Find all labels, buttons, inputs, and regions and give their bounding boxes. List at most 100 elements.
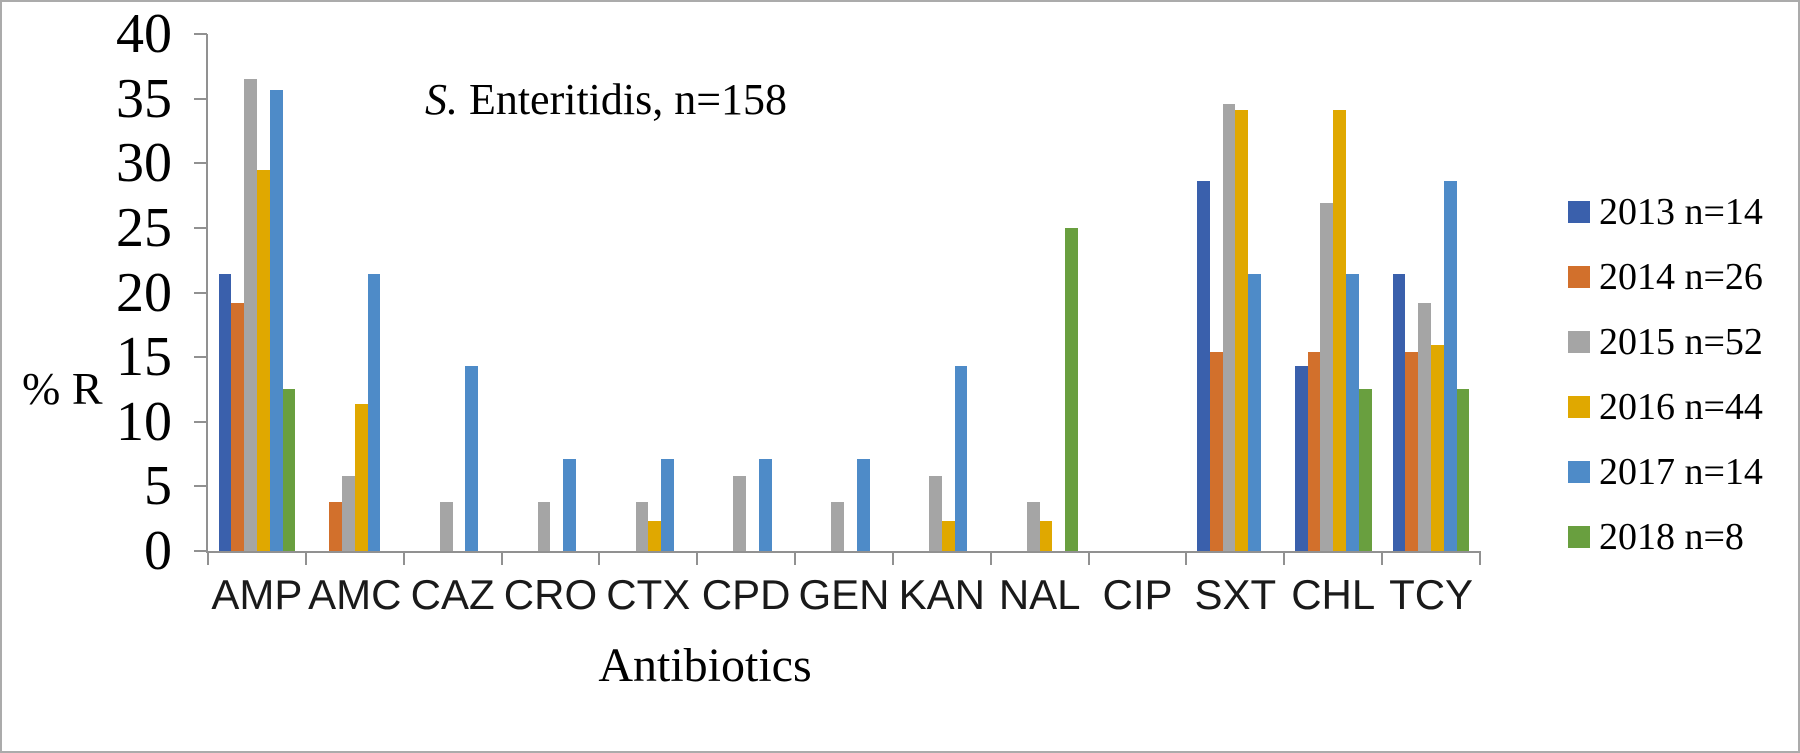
bar (1307, 351, 1321, 551)
x-category-label: CAZ (410, 571, 495, 618)
y-tick (194, 162, 207, 165)
bar (244, 79, 257, 551)
bar (256, 169, 270, 551)
legend-swatch (1568, 461, 1590, 483)
x-tick (304, 551, 307, 565)
bar (954, 366, 968, 551)
x-category-label: AMP (211, 571, 303, 618)
bar (661, 459, 674, 551)
bar (218, 274, 232, 551)
y-axis-line (206, 34, 208, 553)
bar (635, 501, 649, 551)
x-tick (891, 551, 894, 565)
x-tick (1283, 551, 1286, 565)
bar (1431, 345, 1444, 551)
bar (1320, 203, 1334, 551)
y-tick-label: 25 (116, 196, 172, 259)
bar (1235, 110, 1249, 551)
x-tick (794, 551, 797, 565)
bar (831, 501, 844, 551)
x-tick (402, 551, 405, 565)
x-category-label: SXT (1194, 571, 1277, 618)
bar (282, 389, 296, 551)
bar (1039, 521, 1053, 551)
y-tick (194, 356, 207, 359)
x-tick (1381, 551, 1384, 565)
legend-label: 2015 n=52 (1599, 321, 1763, 363)
chart-title-italic-part: S. (424, 75, 458, 124)
bar (367, 274, 381, 551)
x-tick (1479, 551, 1481, 565)
x-tick (598, 551, 601, 565)
bar (1346, 274, 1359, 551)
bar (354, 403, 368, 551)
bar (1026, 501, 1040, 551)
bar (1209, 351, 1223, 551)
x-tick (1087, 551, 1090, 565)
x-category-label: CIP (1102, 571, 1173, 618)
legend-label: 2013 n=14 (1599, 191, 1763, 233)
legend-label: 2014 n=26 (1599, 256, 1763, 298)
bar (758, 459, 772, 551)
bar (439, 501, 453, 551)
bar (1222, 103, 1236, 551)
legend-label: 2016 n=44 (1599, 386, 1763, 428)
y-tick-label: 5 (144, 455, 172, 518)
y-tick-label: 20 (116, 261, 172, 324)
x-tick (696, 551, 699, 565)
y-tick (194, 485, 207, 488)
y-tick-label: 0 (144, 520, 172, 582)
bar (1456, 389, 1470, 551)
bar (1248, 274, 1261, 551)
y-tick (194, 291, 207, 294)
bar (648, 521, 662, 551)
legend-swatch (1568, 526, 1590, 548)
chart-title-part: Enteritidis, n=158 (457, 75, 788, 124)
bar (1333, 110, 1347, 551)
bar (733, 476, 747, 551)
legend-item: 2015 n=52 (1568, 322, 1763, 362)
x-category-label: TCY (1389, 571, 1474, 618)
legend-swatch (1568, 266, 1590, 288)
x-tick (207, 551, 209, 565)
x-axis-line (206, 551, 1481, 553)
x-category-label: CTX (606, 571, 691, 618)
y-tick (194, 550, 207, 552)
bar (1065, 227, 1079, 551)
legend-swatch (1568, 396, 1590, 418)
bar (329, 501, 342, 551)
bar (1294, 366, 1308, 551)
bar (941, 521, 955, 551)
y-tick (194, 420, 207, 423)
bar (856, 459, 870, 551)
legend-label: 2018 n=8 (1599, 516, 1744, 558)
bar (537, 501, 551, 551)
bar (341, 476, 355, 551)
bar (1405, 351, 1419, 551)
legend-item: 2018 n=8 (1568, 517, 1763, 557)
chart-title: S. Enteritidis, n=158 (356, 74, 856, 125)
y-axis-label: % R (22, 363, 103, 414)
legend-item: 2016 n=44 (1568, 387, 1763, 427)
x-category-label: CRO (503, 571, 598, 618)
x-category-label: KAN (898, 571, 986, 618)
x-category-label: GEN (798, 571, 890, 618)
bar (269, 89, 283, 551)
bar (231, 302, 245, 551)
y-tick (194, 226, 207, 229)
legend-swatch (1568, 201, 1590, 223)
legend-item: 2013 n=14 (1568, 192, 1763, 232)
y-tick-label: 40 (116, 3, 172, 65)
y-tick-label: 30 (116, 132, 172, 195)
bar (1358, 389, 1372, 551)
legend-label: 2017 n=14 (1599, 451, 1763, 493)
y-tick (194, 33, 207, 35)
y-tick-label: 35 (116, 67, 172, 130)
x-axis-label: Antibiotics (598, 639, 812, 692)
y-tick (194, 97, 207, 100)
x-category-label: NAL (998, 571, 1081, 618)
legend: 2013 n=14 2014 n=26 2015 n=52 2016 n=44 2017… (1568, 192, 1763, 557)
legend-swatch (1568, 331, 1590, 353)
